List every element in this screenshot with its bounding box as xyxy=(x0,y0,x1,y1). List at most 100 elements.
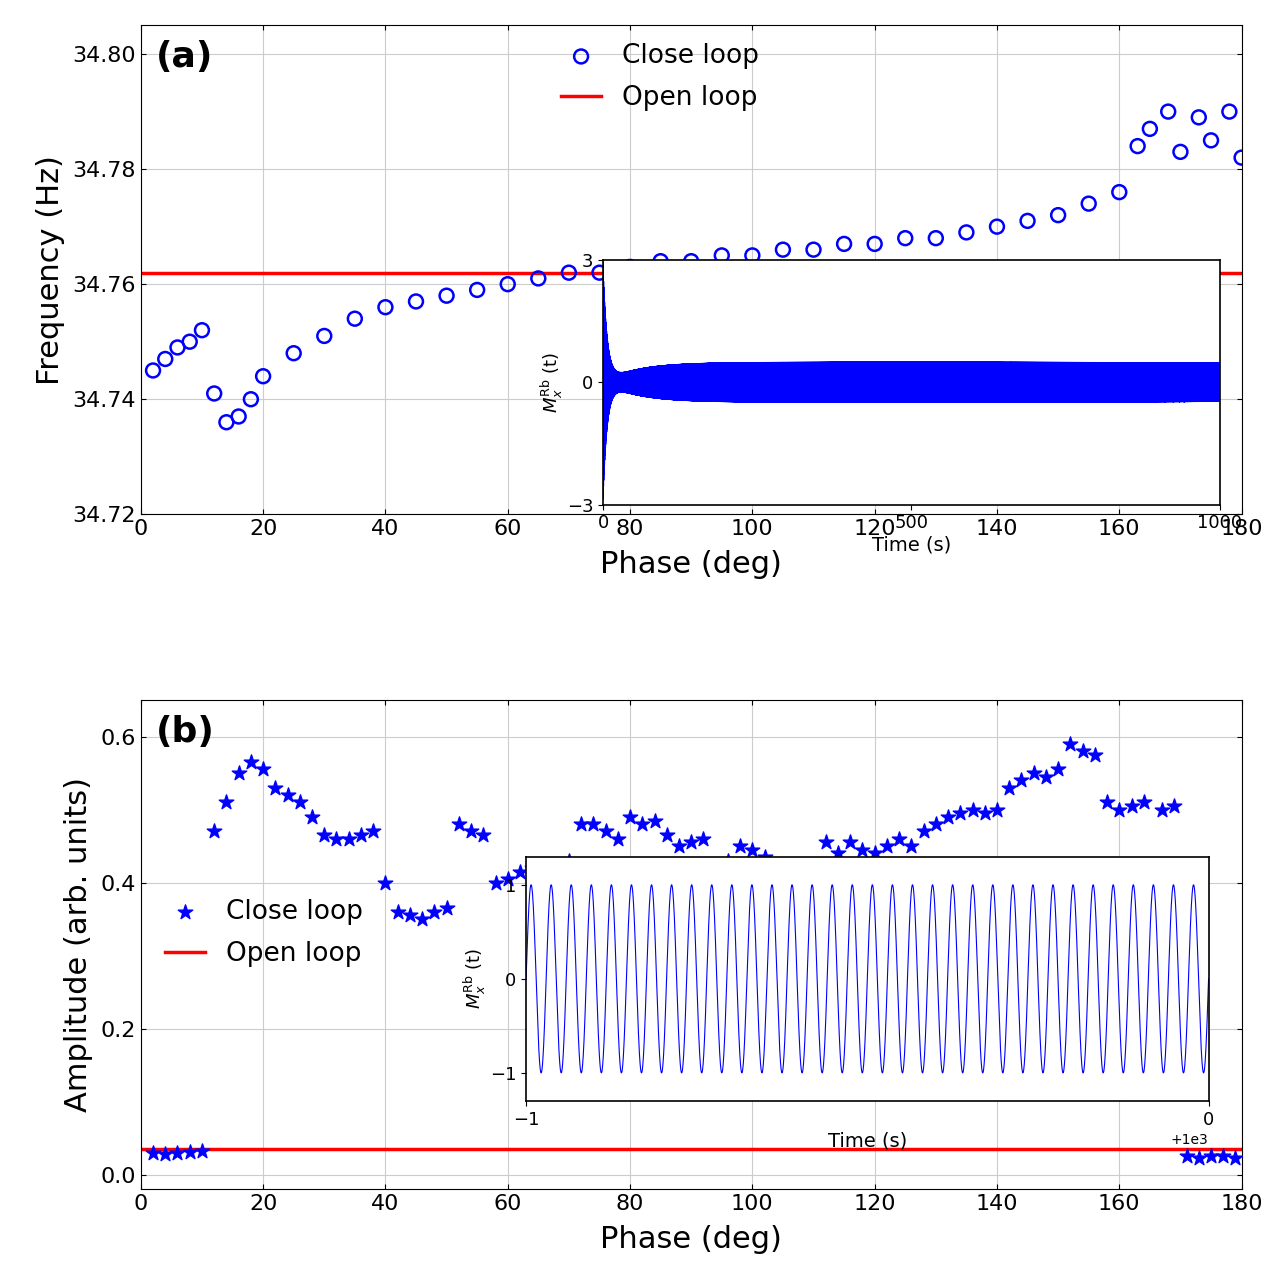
Text: (a): (a) xyxy=(156,40,214,73)
Point xyxy=(1048,205,1069,225)
X-axis label: Phase (deg): Phase (deg) xyxy=(600,1225,782,1254)
Point xyxy=(1121,796,1142,816)
Point xyxy=(828,844,849,864)
Point xyxy=(375,297,396,318)
Point xyxy=(668,836,689,856)
Point xyxy=(632,815,653,835)
Point xyxy=(1189,108,1210,128)
Point xyxy=(338,829,358,849)
Point xyxy=(767,858,787,878)
Point xyxy=(155,349,175,369)
Point xyxy=(1139,119,1160,139)
Point xyxy=(1189,1149,1210,1169)
Point xyxy=(1201,1146,1221,1166)
Point xyxy=(498,275,518,295)
Point xyxy=(1176,1146,1197,1166)
Point xyxy=(351,825,371,845)
Point xyxy=(192,1141,212,1161)
Point xyxy=(804,939,824,959)
Point xyxy=(1139,920,1160,940)
Point xyxy=(987,216,1007,237)
Point xyxy=(168,338,188,358)
Y-axis label: Amplitude (arb. units): Amplitude (arb. units) xyxy=(64,777,93,1112)
Point xyxy=(253,759,274,779)
Point xyxy=(216,412,237,433)
Point xyxy=(1170,142,1190,162)
Point xyxy=(852,840,873,860)
Point xyxy=(987,799,1007,820)
Point xyxy=(608,829,628,849)
Point xyxy=(1108,182,1129,202)
Point xyxy=(718,850,739,870)
Point xyxy=(877,836,897,856)
Point xyxy=(289,792,310,812)
Point xyxy=(650,250,671,271)
Point xyxy=(204,383,224,404)
Point xyxy=(412,910,433,930)
Point xyxy=(998,778,1019,798)
Point xyxy=(1213,1146,1234,1166)
Point xyxy=(950,803,970,824)
Point xyxy=(773,239,794,259)
Point xyxy=(833,234,854,254)
Point xyxy=(278,784,298,805)
Point xyxy=(1079,194,1100,214)
Point xyxy=(547,861,567,882)
Y-axis label: Frequency (Hz): Frequency (Hz) xyxy=(36,154,65,385)
Point xyxy=(1084,745,1105,765)
Point xyxy=(461,821,481,841)
Point xyxy=(791,883,812,903)
Point xyxy=(529,268,549,288)
Point xyxy=(730,836,750,856)
Point xyxy=(1011,770,1032,791)
Point xyxy=(589,263,609,283)
Point xyxy=(388,902,408,922)
Point xyxy=(754,846,774,867)
Point xyxy=(1024,763,1044,783)
Point xyxy=(1134,792,1155,812)
Point xyxy=(1231,148,1252,168)
Point xyxy=(864,844,884,864)
Point xyxy=(712,245,732,266)
Text: (b): (b) xyxy=(156,715,215,749)
Point xyxy=(265,778,285,798)
Point xyxy=(742,245,763,266)
Point xyxy=(705,861,726,882)
Point xyxy=(956,223,977,243)
Point xyxy=(1097,792,1117,812)
Point xyxy=(1128,137,1148,157)
Point xyxy=(888,829,909,849)
Point xyxy=(179,1142,200,1163)
X-axis label: Phase (deg): Phase (deg) xyxy=(600,550,782,579)
Point xyxy=(436,898,457,918)
Point xyxy=(1158,101,1179,121)
Point xyxy=(302,807,323,827)
Point xyxy=(895,228,915,248)
Point xyxy=(694,829,714,849)
Point xyxy=(1108,799,1129,820)
Point xyxy=(778,879,799,899)
Point xyxy=(1048,759,1069,779)
Point xyxy=(253,366,274,386)
Point xyxy=(644,811,664,831)
Point xyxy=(864,234,884,254)
Point xyxy=(963,799,983,820)
Point xyxy=(1018,211,1038,231)
Point xyxy=(571,815,591,835)
Point xyxy=(179,331,200,352)
Point xyxy=(681,832,701,853)
Point xyxy=(436,286,457,306)
Point xyxy=(620,807,640,827)
Point xyxy=(375,873,396,893)
Point xyxy=(840,832,860,853)
Point xyxy=(498,869,518,889)
Point xyxy=(620,257,640,277)
Point xyxy=(974,803,995,824)
Point xyxy=(192,320,212,340)
Point xyxy=(143,361,164,381)
Point xyxy=(1073,741,1093,762)
Point xyxy=(1201,130,1221,151)
Point xyxy=(742,840,763,860)
Point xyxy=(938,807,959,827)
Point xyxy=(804,239,824,259)
